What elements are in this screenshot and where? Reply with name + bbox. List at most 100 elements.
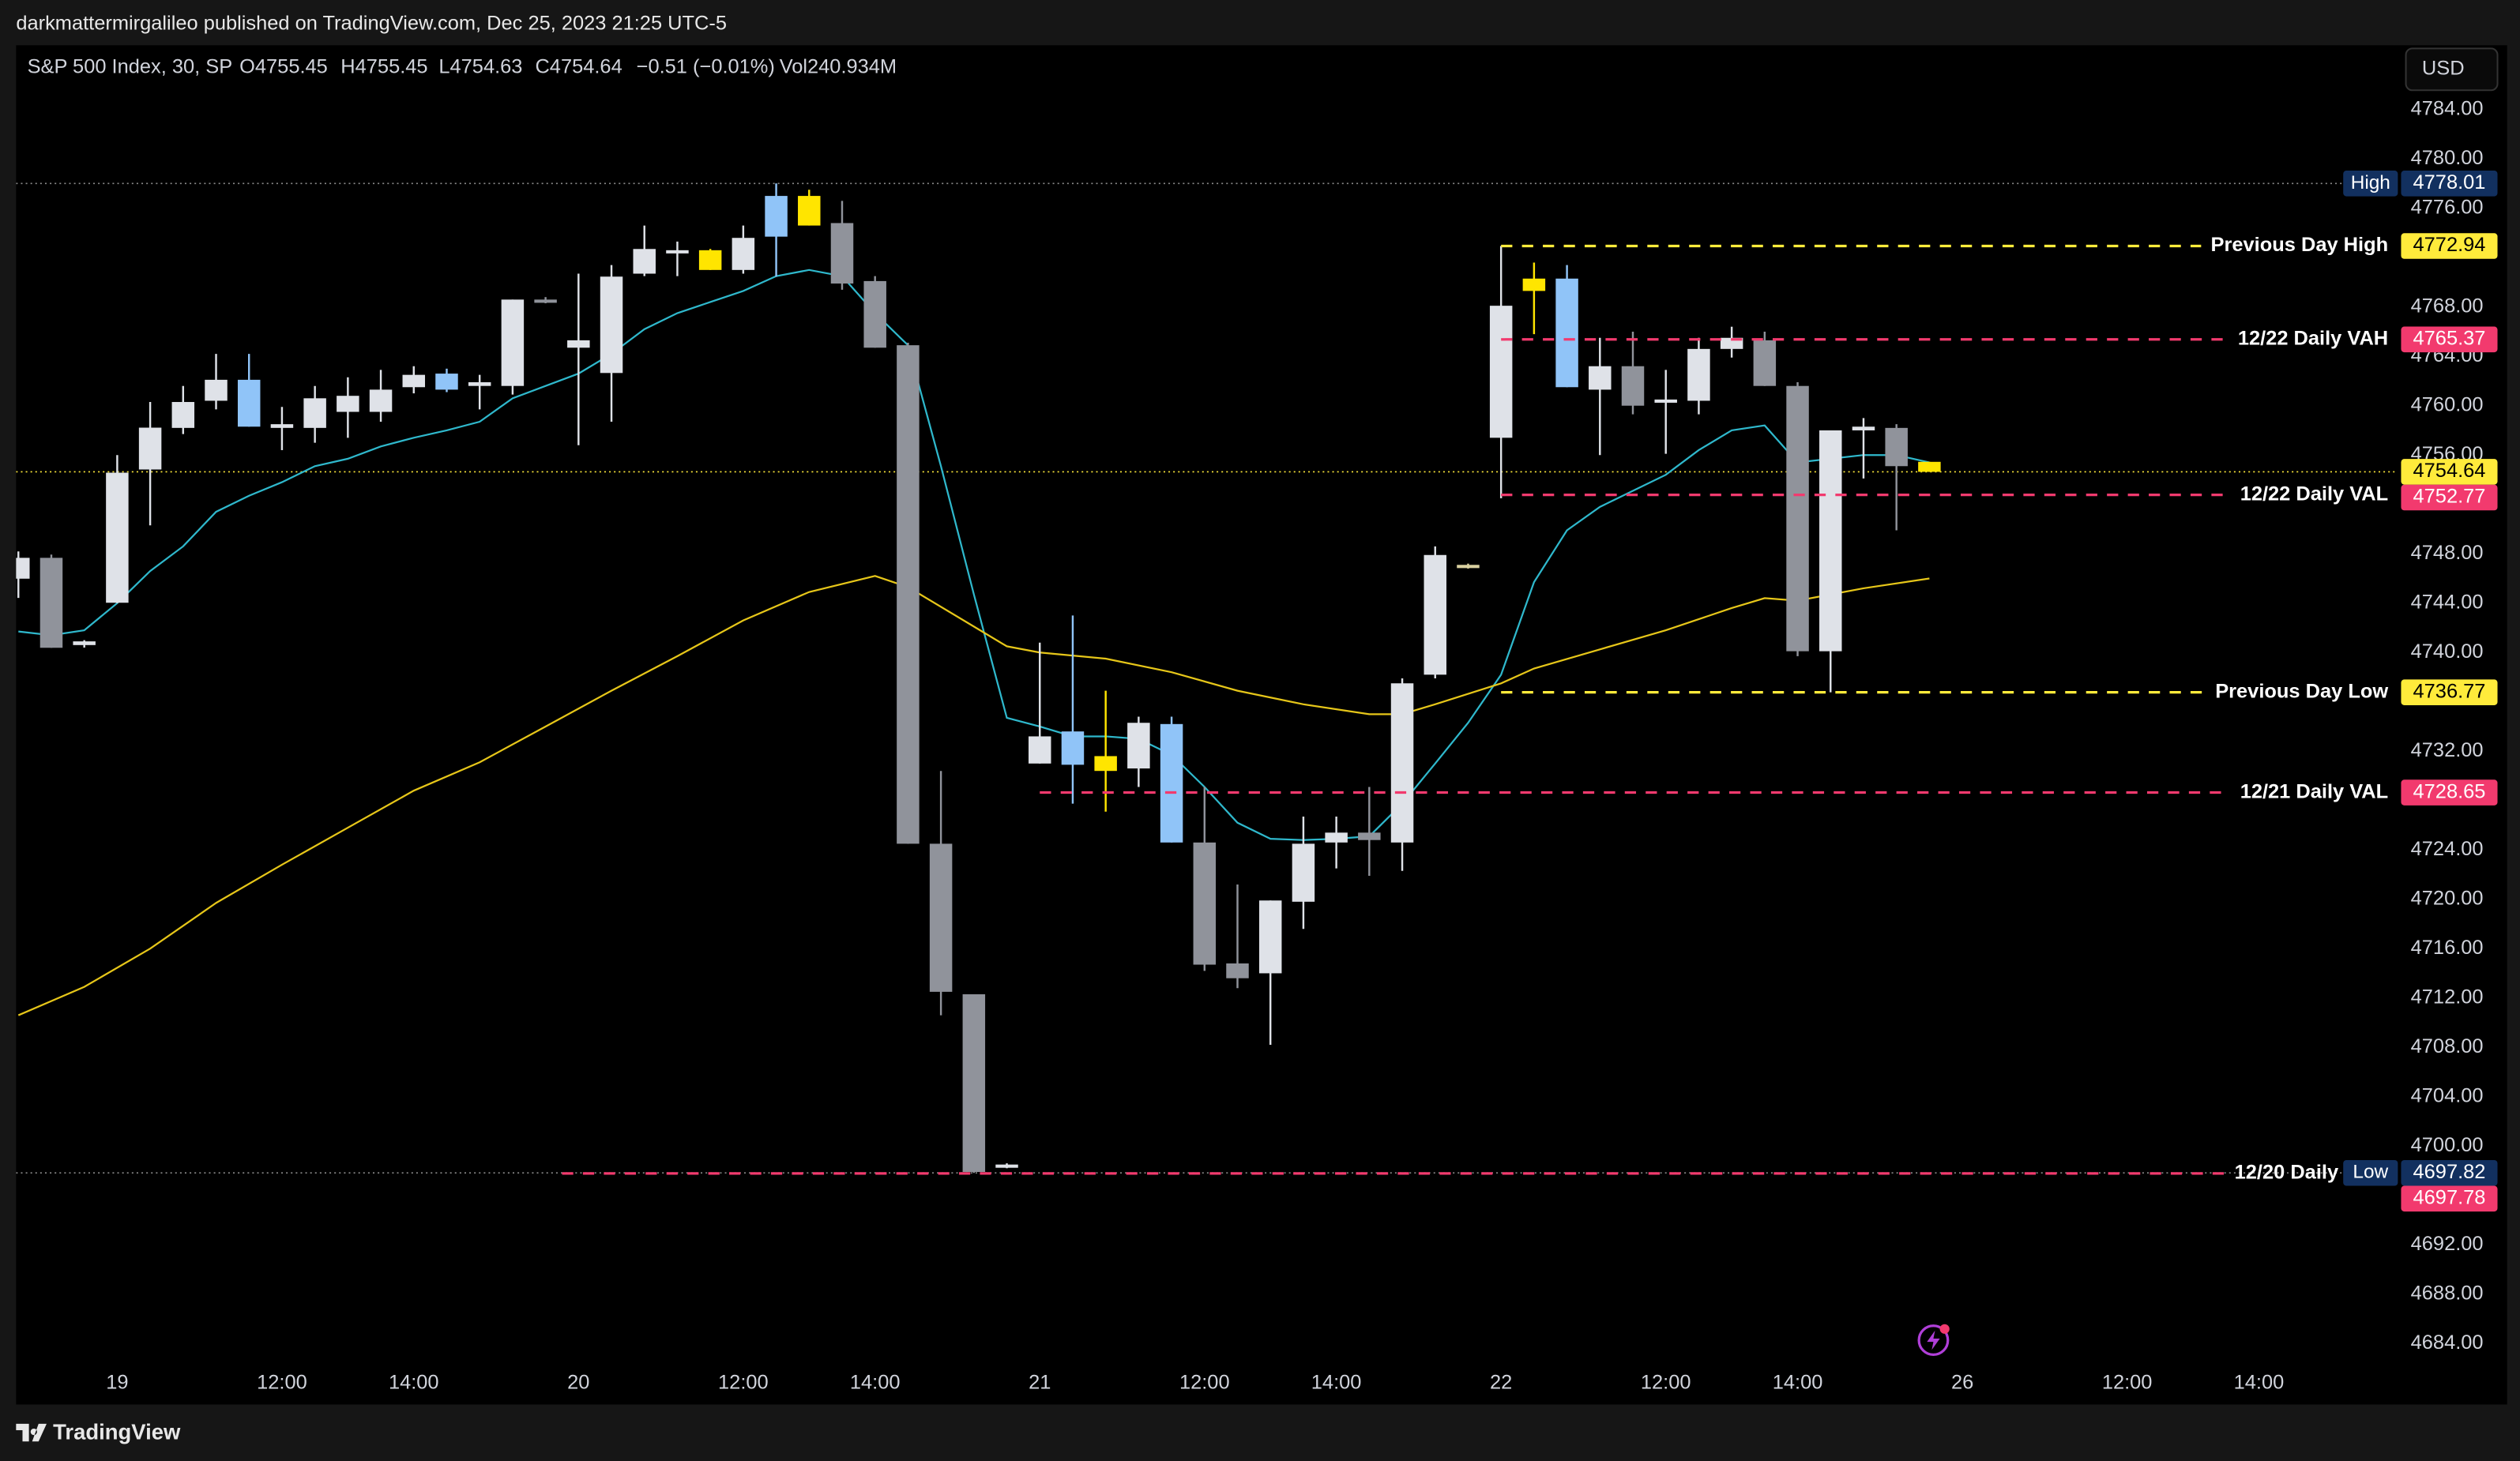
x-tick-label: 12:00 (1179, 1372, 1230, 1394)
candle-body (402, 374, 426, 388)
y-tick-label: 4768.00 (2411, 295, 2484, 317)
price-tag-label: 4754.64 (2413, 460, 2486, 482)
candle-body (171, 402, 195, 428)
candle-body (929, 843, 953, 992)
candle-body (138, 427, 162, 470)
candle-body (1489, 306, 1513, 438)
candle-body (830, 223, 854, 284)
level-label: 12/22 Daily VAL (2240, 483, 2388, 505)
price-tag (2401, 1185, 2498, 1212)
legend-high: H4755.45 (340, 56, 427, 78)
y-tick-label: 4776.00 (2411, 196, 2484, 218)
candle-body (1621, 366, 1645, 406)
extreme-name: Low (2353, 1162, 2388, 1183)
candle-body (633, 249, 656, 274)
candle-body (1457, 565, 1480, 569)
y-tick-label: 4780.00 (2411, 147, 2484, 169)
candle-body (600, 276, 623, 374)
currency-label: USD (2422, 58, 2465, 80)
price-tag (2401, 679, 2498, 705)
x-tick-label: 12:00 (257, 1372, 307, 1394)
candle-body (1424, 554, 1446, 675)
x-tick-label: 22 (1490, 1372, 1512, 1394)
candle-body (1589, 366, 1612, 390)
chart-area (16, 45, 2507, 1405)
price-tag (2401, 326, 2498, 353)
overlay: 4784.004780.004776.004768.004764.004760.… (106, 97, 2498, 1394)
extreme-name: High (2351, 172, 2390, 193)
legend-change: −0.51 (−0.01%) (637, 56, 775, 78)
candle-body (962, 994, 986, 1172)
candle-body (270, 424, 294, 428)
candle-body (1358, 832, 1381, 840)
candle-body (1094, 756, 1117, 772)
y-tick-label: 4760.00 (2411, 393, 2484, 415)
candle-body (567, 340, 590, 348)
price-tag-label: 4765.37 (2413, 328, 2486, 350)
candle-body (1753, 340, 1777, 386)
candle-body (732, 238, 755, 270)
y-tick-label: 4716.00 (2411, 937, 2484, 959)
y-tick-label: 4692.00 (2411, 1233, 2484, 1255)
y-tick-label: 4724.00 (2411, 838, 2484, 860)
currency-button[interactable] (2405, 47, 2499, 92)
price-tag (2401, 459, 2498, 485)
icon-dot (1939, 1324, 1950, 1334)
candle-body (337, 396, 359, 412)
candle-body (1127, 723, 1150, 769)
icon-bolt (1927, 1330, 1940, 1350)
candle-body (1226, 963, 1249, 978)
y-tick-label: 4704.00 (2411, 1084, 2484, 1106)
candle-body (666, 250, 689, 254)
candle-body (106, 472, 129, 603)
candle-body (1555, 278, 1578, 388)
price-tag-label: 4772.94 (2413, 234, 2486, 256)
y-tick-label: 4720.00 (2411, 887, 2484, 909)
plot (16, 182, 2395, 1175)
candle-body (468, 382, 491, 386)
y-tick-label: 4740.00 (2411, 640, 2484, 663)
legend-open: O4755.45 (239, 56, 328, 78)
price-tag-label: 4752.77 (2413, 486, 2486, 508)
x-tick-label: 14:00 (2234, 1372, 2285, 1394)
level-label: 12/21 Daily VAL (2240, 780, 2388, 802)
x-tick-label: 14:00 (1773, 1372, 1823, 1394)
level-label: Previous Day High (2211, 234, 2389, 256)
candle-body (1522, 278, 1546, 291)
logo-mark (16, 1423, 47, 1442)
candle-body (863, 280, 886, 348)
candle-body (303, 398, 326, 428)
candle-body (765, 196, 788, 237)
y-tick-label: 4712.00 (2411, 986, 2484, 1008)
x-tick-label: 21 (1029, 1372, 1051, 1394)
x-tick-label: 14:00 (850, 1372, 901, 1394)
candle-body (435, 374, 458, 390)
candle-body (897, 345, 920, 844)
price-tag-label: 4778.01 (2413, 171, 2486, 193)
y-tick-label: 4688.00 (2411, 1282, 2484, 1304)
y-tick-label: 4732.00 (2411, 739, 2484, 761)
candle-body (1654, 399, 1677, 403)
candle-body (534, 299, 557, 303)
candle-body (1258, 900, 1282, 974)
x-tick-label: 26 (1951, 1372, 1973, 1394)
symbol: S&P 500 Index, 30, SP (28, 56, 233, 78)
candle-body (698, 250, 722, 270)
candle-body (16, 558, 30, 579)
candle-body (1390, 683, 1414, 843)
brand-logo (16, 1423, 47, 1442)
extreme-name-box (2343, 171, 2398, 197)
price-tag (2401, 1159, 2498, 1186)
x-tick-label: 12:00 (718, 1372, 769, 1394)
candle-body (1160, 723, 1183, 843)
candle-body (39, 558, 63, 648)
y-tick-label: 4744.00 (2411, 591, 2484, 613)
x-tick-label: 20 (567, 1372, 589, 1394)
price-tag-label: 4697.82 (2413, 1161, 2486, 1183)
extreme-name-box (2343, 1159, 2398, 1186)
x-tick-label: 12:00 (2102, 1372, 2153, 1394)
level-label: Previous Day Low (2215, 680, 2388, 702)
alert-icon[interactable] (1917, 1324, 1950, 1357)
